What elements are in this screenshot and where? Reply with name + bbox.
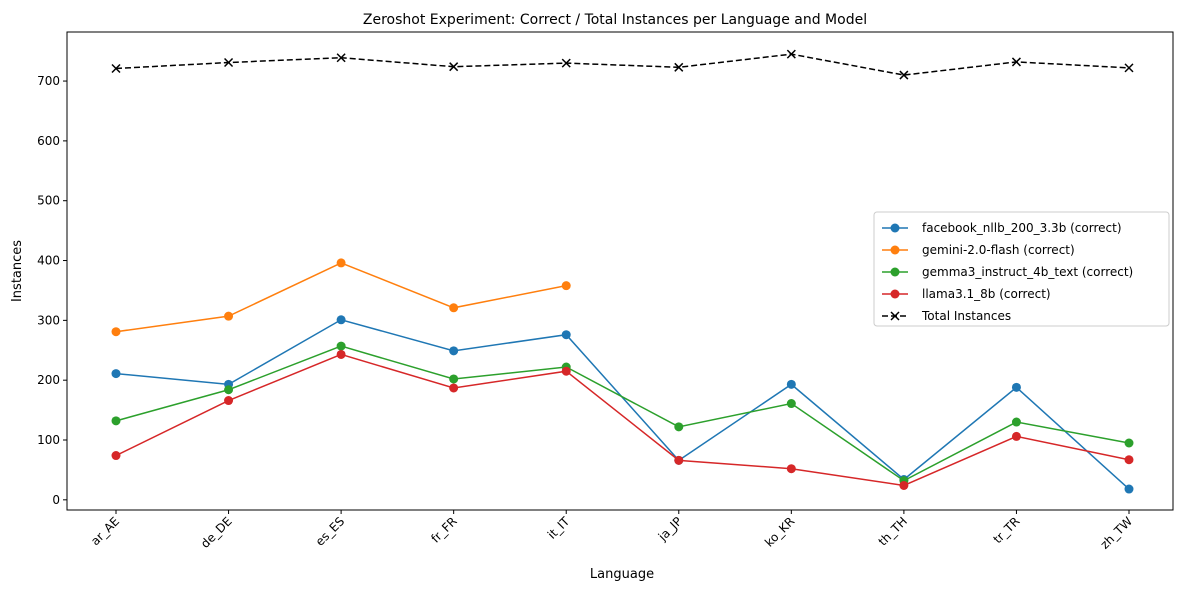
series-line: [115, 345, 1130, 482]
series-line: [115, 353, 1130, 487]
data-point: [449, 374, 459, 384]
y-tick-label: 400: [37, 254, 60, 268]
legend-item: llama3.1_8b (correct): [882, 287, 1051, 301]
series-lines: [111, 49, 1134, 494]
x-tick-label: es_ES: [313, 514, 348, 549]
y-tick-label: 0: [52, 493, 60, 507]
data-point: [111, 327, 121, 337]
data-point: [449, 346, 459, 356]
y-axis-label: Instances: [10, 240, 25, 302]
x-tick-label: ja_JP: [655, 514, 685, 544]
data-point: [1124, 455, 1134, 465]
legend-item: gemini-2.0-flash (correct): [882, 243, 1075, 257]
data-point: [1124, 484, 1134, 494]
plot-area: [66, 31, 1174, 511]
x-axis: ar_AE de_DE es_ES fr_FR it_IT ja_JP ko_KR th_TH…: [88, 510, 1135, 552]
data-point: [786, 49, 796, 59]
legend-label: facebook_nllb_200_3.3b (correct): [922, 221, 1122, 235]
data-point: [786, 379, 796, 389]
chart-title: Zeroshot Experiment: Correct / Total Ins…: [363, 12, 867, 28]
x-tick-label: tr_TR: [991, 514, 1023, 546]
legend-item: Total Instances: [882, 309, 1011, 323]
data-point: [890, 223, 900, 233]
data-point: [224, 57, 234, 68]
y-tick-label: 700: [37, 74, 60, 88]
legend: facebook_nllb_200_3.3b (correct) gemini-2…: [873, 211, 1170, 327]
data-point: [561, 366, 571, 376]
legend-label: Total Instances: [921, 309, 1011, 323]
x-tick-label: ko_KR: [762, 514, 797, 549]
data-point: [674, 455, 684, 465]
data-point: [890, 311, 900, 321]
legend-item: gemma3_instruct_4b_text (correct): [882, 265, 1133, 279]
data-point: [561, 330, 571, 340]
y-tick-label: 100: [37, 433, 60, 447]
data-point: [1124, 63, 1134, 73]
y-tick-label: 500: [37, 194, 60, 208]
data-point: [224, 396, 234, 406]
data-point: [674, 422, 684, 432]
x-tick-label: zh_TW: [1098, 514, 1136, 552]
y-tick-label: 300: [37, 313, 60, 327]
series-4: [111, 49, 1134, 80]
x-axis-label: Language: [590, 567, 654, 582]
data-point: [786, 464, 796, 474]
data-point: [1124, 438, 1134, 448]
data-point: [1011, 431, 1021, 441]
series-0: [111, 315, 1134, 494]
x-tick-label: th_TH: [876, 514, 910, 548]
data-point: [890, 289, 900, 299]
legend-label: gemma3_instruct_4b_text (correct): [922, 265, 1133, 279]
x-tick-label: de_DE: [198, 514, 235, 551]
x-tick-label: fr_FR: [428, 514, 459, 545]
data-point: [1011, 417, 1021, 427]
data-point: [111, 63, 121, 74]
data-point: [899, 480, 909, 490]
y-tick-label: 200: [37, 373, 60, 387]
legend-item: facebook_nllb_200_3.3b (correct): [882, 221, 1122, 235]
data-point: [336, 349, 346, 359]
data-point: [1011, 57, 1021, 67]
data-point: [1011, 382, 1021, 392]
y-tick-label: 600: [37, 134, 60, 148]
data-point: [111, 369, 121, 379]
data-point: [224, 311, 234, 321]
x-tick-label: it_IT: [545, 514, 573, 542]
data-point: [890, 267, 900, 277]
legend-label: llama3.1_8b (correct): [922, 287, 1051, 301]
data-point: [111, 451, 121, 461]
data-point: [449, 383, 459, 393]
data-point: [449, 62, 459, 72]
data-point: [224, 385, 234, 395]
data-point: [561, 281, 571, 291]
series-line: [115, 53, 1130, 76]
series-1: [111, 258, 571, 337]
data-point: [111, 416, 121, 426]
data-point: [336, 53, 346, 63]
data-point: [890, 245, 900, 255]
data-point: [899, 70, 909, 80]
data-point: [786, 399, 796, 409]
data-point: [336, 341, 346, 351]
series-line: [115, 318, 1130, 490]
data-point: [449, 303, 459, 313]
legend-label: gemini-2.0-flash (correct): [922, 243, 1075, 257]
y-axis: 0 100 200 300 400 500 600 700: [37, 74, 67, 507]
x-tick-label: ar_AE: [88, 514, 122, 548]
data-point: [336, 258, 346, 268]
legend-frame: [873, 211, 1170, 327]
series-3: [111, 349, 1134, 490]
data-point: [561, 58, 571, 68]
data-point: [674, 62, 684, 72]
data-point: [336, 315, 346, 325]
